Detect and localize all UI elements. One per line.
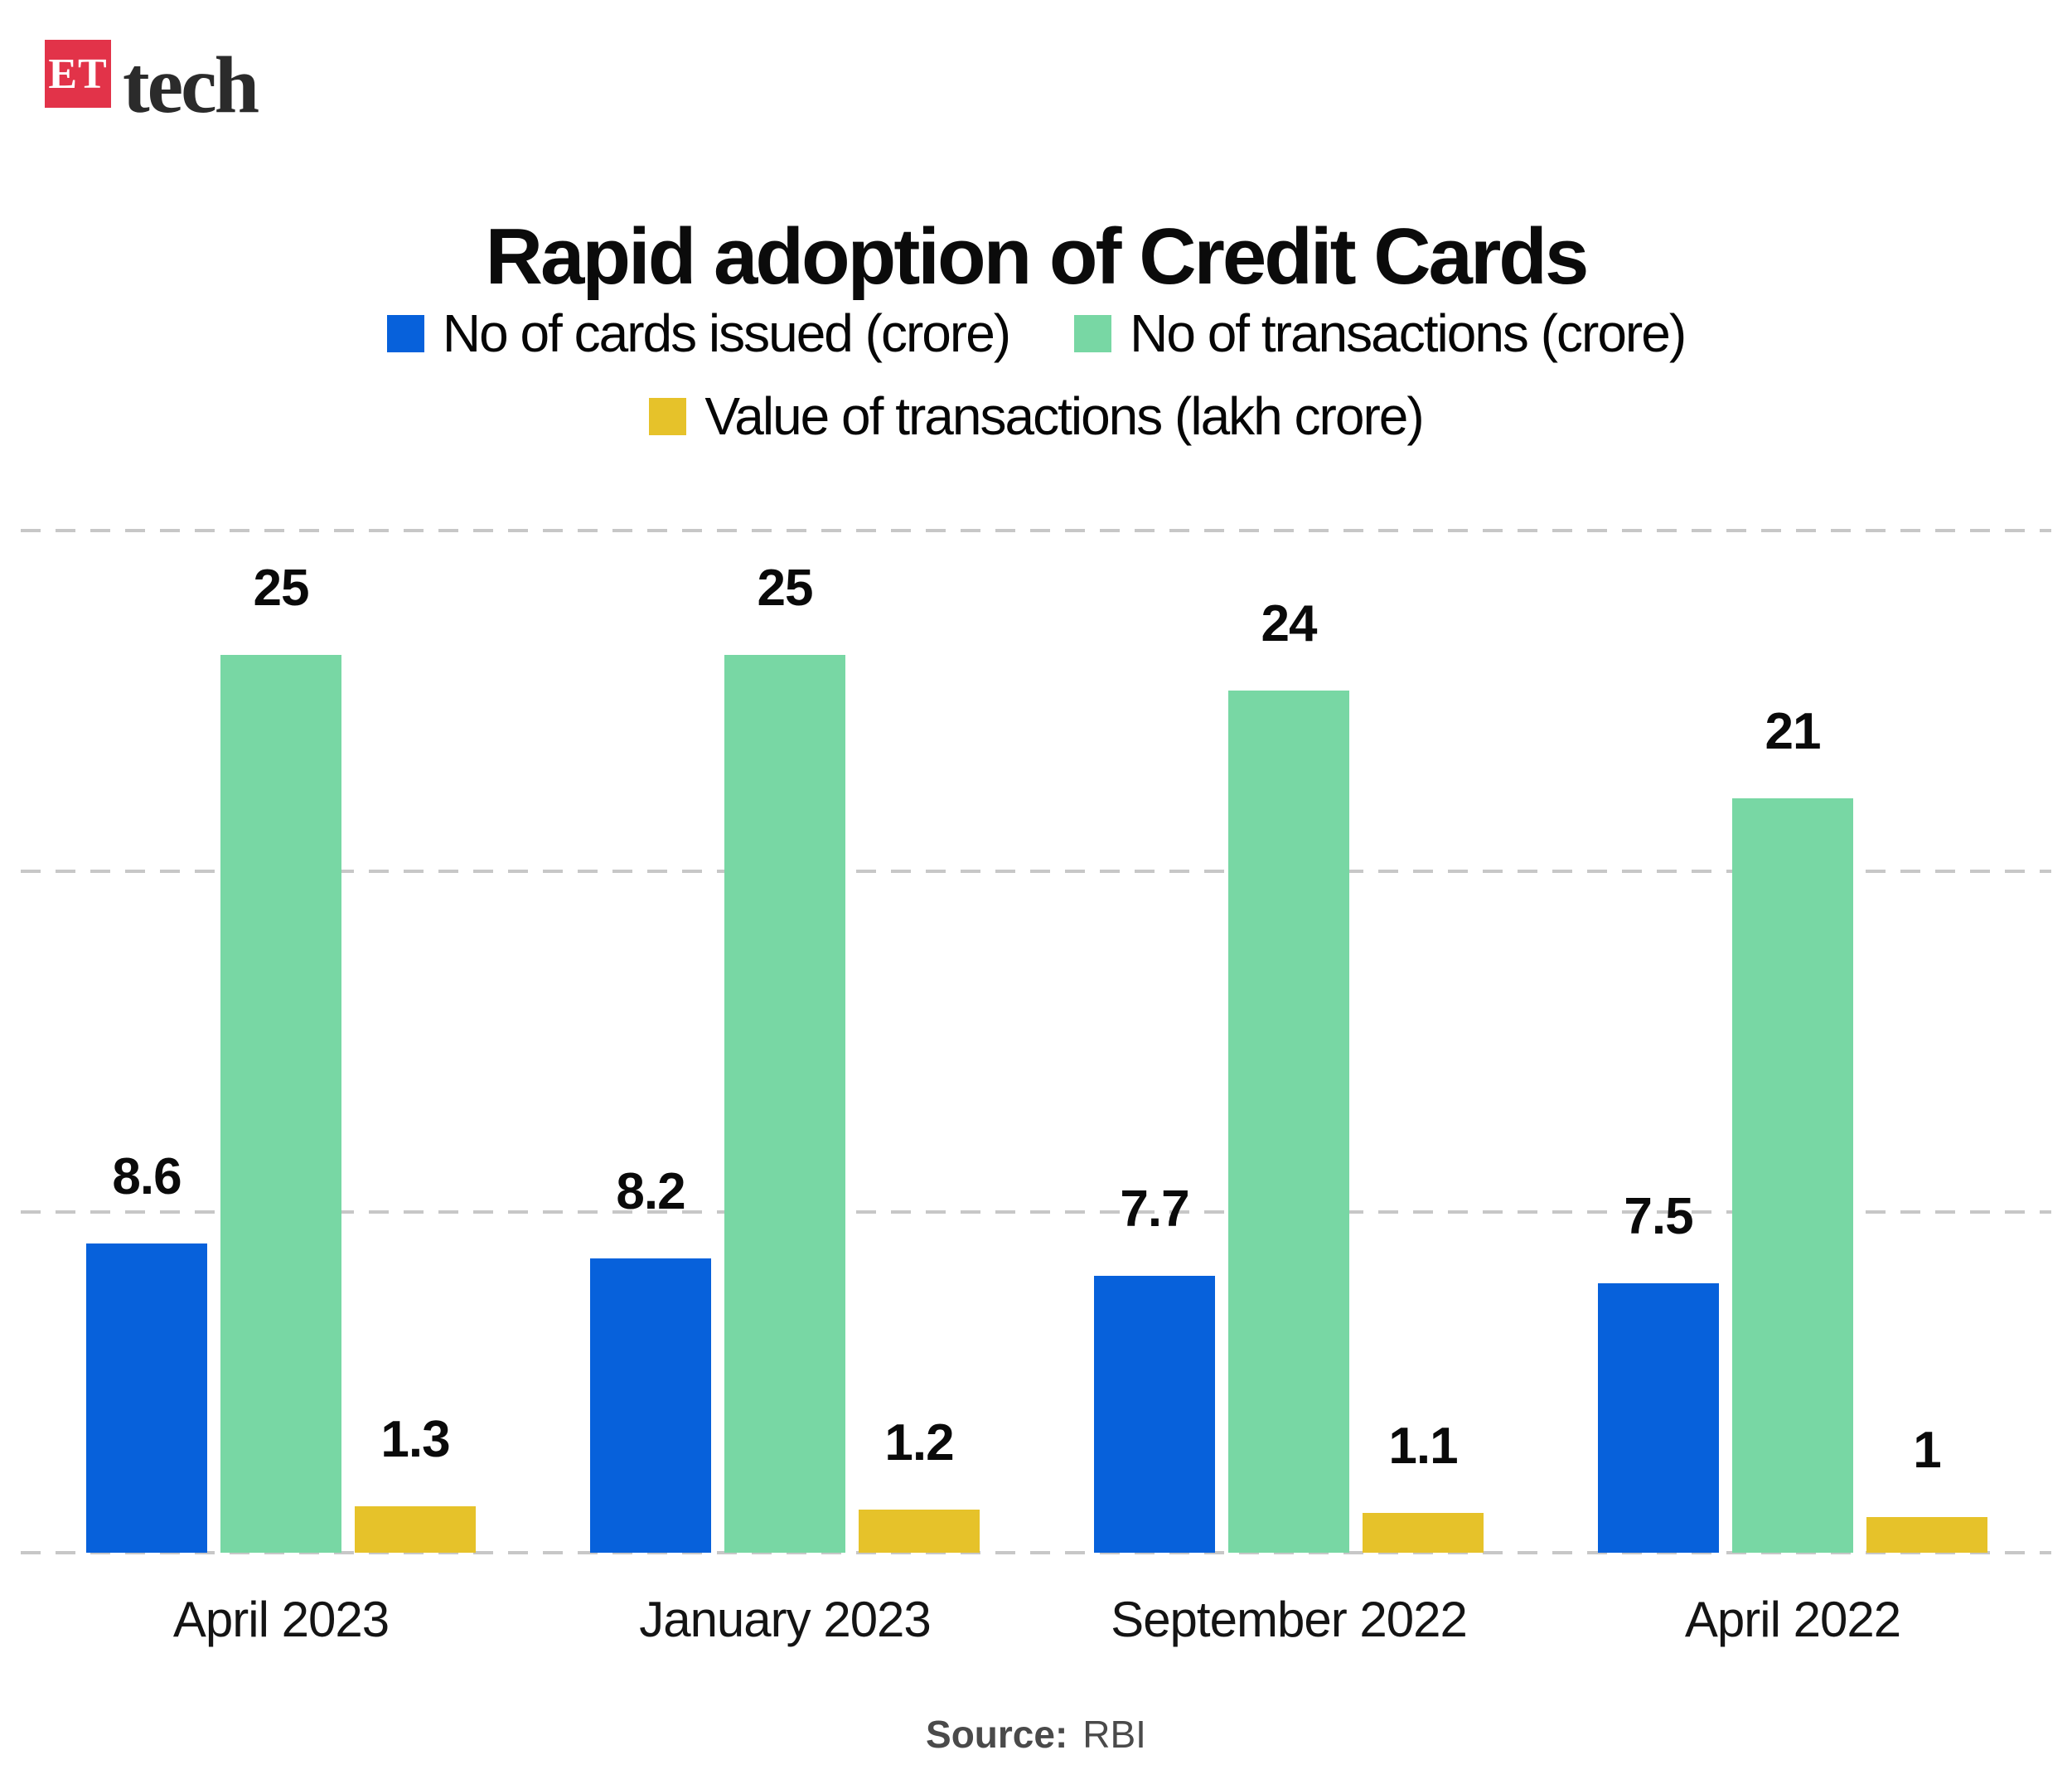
source-label: Source: — [926, 1713, 1068, 1756]
value-label-series1-april-2022: 21 — [1765, 703, 1822, 760]
legend-label: No of transactions (crore) — [1130, 303, 1687, 363]
gridline-2 — [21, 1210, 2051, 1214]
legend-row-2: Value of transactions (lakh crore) — [0, 390, 2072, 443]
value-label-series0-april-2023: 8.6 — [112, 1148, 182, 1205]
legend-swatch-icon — [649, 397, 687, 435]
value-label-series1-april-2023: 25 — [253, 560, 310, 617]
bar-series1-april-2023 — [220, 655, 341, 1553]
source-line: Source: RBI — [0, 1713, 2072, 1756]
legend-label: No of cards issued (crore) — [442, 303, 1011, 363]
bar-series0-january-2023 — [590, 1258, 711, 1553]
value-label-series2-april-2022: 1 — [1913, 1422, 1941, 1479]
chart-title: Rapid adoption of Credit Cards — [485, 212, 1590, 301]
logo-brand-text: tech — [123, 41, 259, 130]
value-label-series0-january-2023: 8.2 — [616, 1163, 685, 1220]
bar-series0-april-2022 — [1598, 1283, 1719, 1553]
source-value: RBI — [1082, 1713, 1146, 1756]
x-axis-label-january-2023: January 2023 — [639, 1592, 932, 1647]
bar-series2-september-2022 — [1363, 1513, 1484, 1553]
legend-row-1: No of cards issued (crore) No of transact… — [0, 307, 2072, 360]
bar-series0-september-2022 — [1094, 1276, 1215, 1553]
legend-item-2: Value of transactions (lakh crore) — [649, 386, 1425, 446]
value-label-series0-september-2022: 7.7 — [1120, 1180, 1189, 1238]
gridline-3 — [21, 1551, 2051, 1554]
legend-label: Value of transactions (lakh crore) — [704, 386, 1424, 446]
bar-series1-january-2023 — [724, 655, 845, 1553]
bar-series0-april-2023 — [86, 1243, 207, 1553]
bar-series2-april-2022 — [1866, 1517, 1987, 1553]
bar-series2-april-2023 — [355, 1506, 476, 1553]
legend-swatch-icon — [386, 314, 424, 352]
value-label-series2-april-2023: 1.3 — [380, 1411, 450, 1468]
value-label-series0-april-2022: 7.5 — [1624, 1188, 1693, 1245]
legend-item-0: No of cards issued (crore) — [386, 303, 1011, 363]
et-tech-logo: ET tech — [45, 40, 259, 130]
bar-series2-january-2023 — [859, 1510, 980, 1553]
bar-series1-september-2022 — [1228, 691, 1349, 1553]
x-axis-label-april-2023: April 2023 — [172, 1592, 390, 1647]
legend-swatch-icon — [1074, 314, 1112, 352]
legend-item-1: No of transactions (crore) — [1074, 303, 1687, 363]
bar-series1-april-2022 — [1732, 798, 1853, 1553]
gridline-0 — [21, 529, 2051, 532]
value-label-series1-january-2023: 25 — [757, 560, 814, 617]
value-label-series1-september-2022: 24 — [1261, 595, 1318, 652]
x-axis-label-april-2022: April 2022 — [1684, 1592, 1901, 1647]
x-axis-label-september-2022: September 2022 — [1111, 1592, 1468, 1647]
value-label-series2-september-2022: 1.1 — [1388, 1418, 1458, 1475]
value-label-series2-january-2023: 1.2 — [884, 1414, 954, 1471]
gridline-1 — [21, 870, 2051, 873]
et-logo-badge: ET — [45, 40, 111, 108]
